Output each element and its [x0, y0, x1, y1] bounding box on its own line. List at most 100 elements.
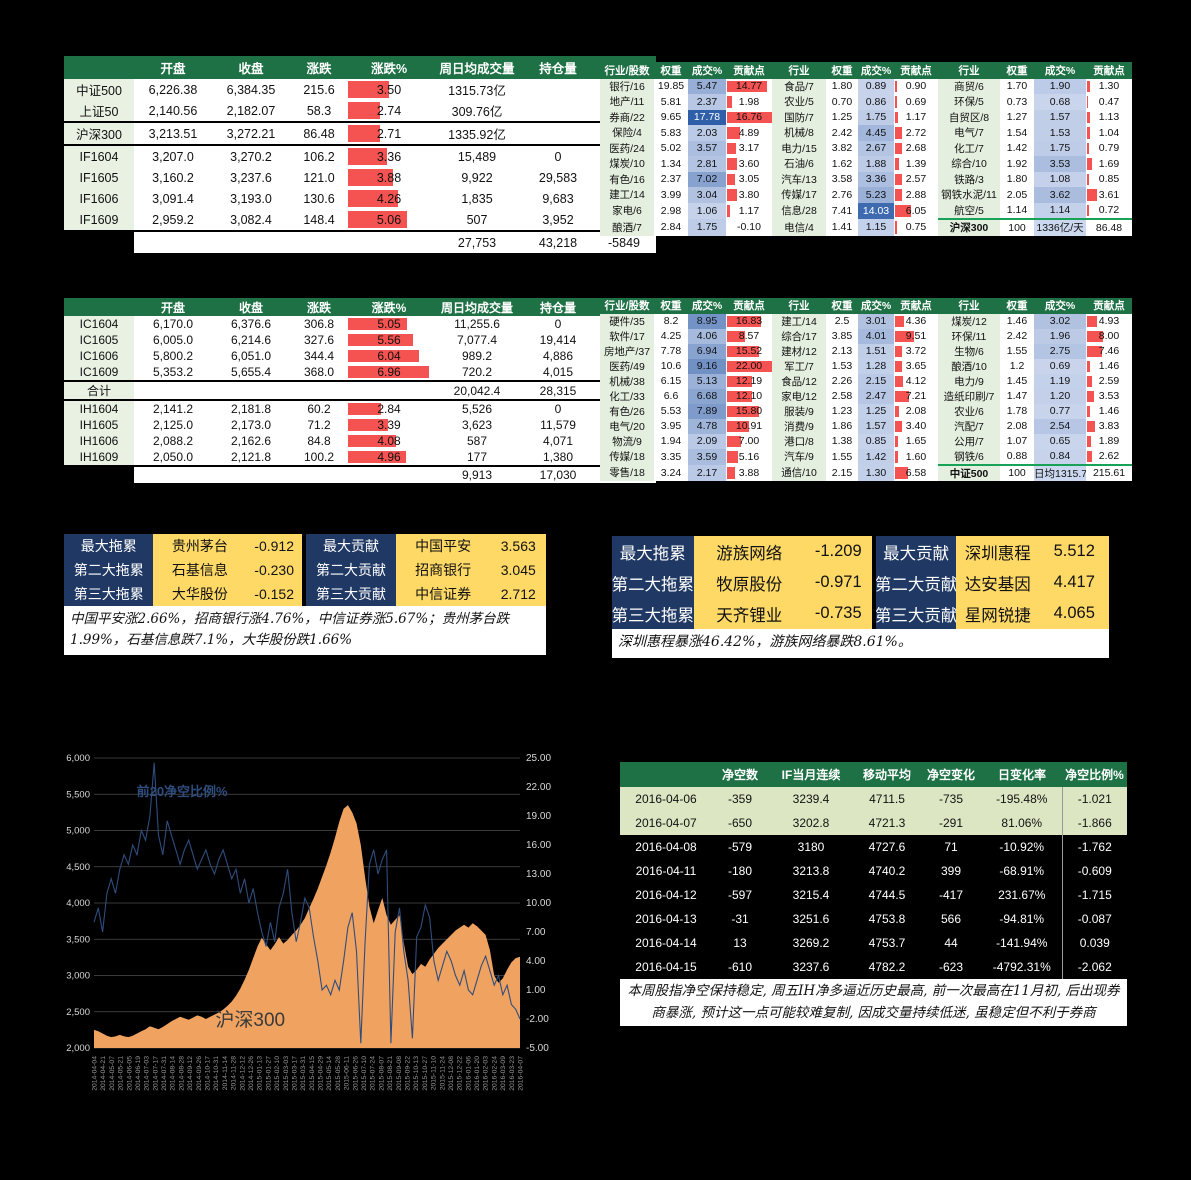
weight-value: 2.5: [834, 315, 850, 327]
contribution-bar: [1087, 405, 1090, 417]
contribution-cell: 6.05: [894, 203, 938, 220]
value-cell: 4,071: [542, 434, 574, 448]
pct-change-bar: [348, 334, 414, 346]
weight-value: 2.84: [660, 221, 682, 234]
contribution-cell: 1.46: [1086, 404, 1132, 419]
pct-change-bar: [348, 350, 419, 362]
turnover-value: 1.96: [1034, 328, 1086, 344]
x-axis-tick: 2014-08-14: [170, 1056, 177, 1091]
turnover-value: 4.78: [688, 418, 726, 434]
value-cell: 6,170.0: [152, 317, 194, 331]
value-cell: -180: [712, 859, 768, 883]
pct-change-cell: 3.88: [348, 167, 430, 188]
pct-change-value: 2.71: [376, 126, 402, 141]
value-cell: -1.715: [1061, 883, 1127, 907]
contribution-cell: 7.00: [726, 434, 772, 449]
hs300-drag-contrib-table: 最大拖累 贵州茅台 -0.912 最大贡献 中国平安 3.563 第二大拖累 石基信息 -0.2…: [64, 534, 546, 655]
column-header: 持仓量: [524, 56, 592, 79]
value-cell: -68.91%: [982, 859, 1062, 883]
industry-name: 煤炭/10: [600, 156, 654, 172]
contribution-value: 3.72: [905, 345, 927, 357]
contribution-cell: 6.58: [894, 465, 938, 481]
industry-name: 商贸/6: [938, 78, 1000, 94]
contribution-value: 16.83: [735, 315, 763, 327]
contribution-cell: 2.57: [894, 172, 938, 188]
turnover-value: 7.02: [688, 171, 726, 187]
rank-label: 第二大贡献: [876, 567, 957, 598]
contribution-cell: 2.08: [894, 404, 938, 419]
weight-value: 3.82: [831, 142, 853, 155]
turnover-value: 1.19: [1034, 373, 1086, 389]
x-axis-tick: 2015-02-10: [274, 1056, 281, 1091]
turnover-value: 1.75: [1034, 140, 1086, 156]
value-cell: 5,353.2: [152, 365, 194, 379]
x-axis-tick: 2015-11-24: [439, 1056, 446, 1090]
stock-name: 牧原股份: [693, 567, 805, 598]
turnover-value: 6.68: [688, 388, 726, 404]
table-row: IC1605 6,005.0 6,214.6 327.6 5.56 7,077.4 19,4…: [64, 332, 656, 348]
value-cell: 28,315: [524, 380, 592, 401]
x-axis-tick: 2014-10-17: [205, 1056, 212, 1091]
turnover-value: 0.89: [858, 78, 894, 94]
x-axis-tick: 2015-06-26: [352, 1056, 359, 1091]
turnover-value: 1.53: [1034, 125, 1086, 141]
weight-value: 3.35: [660, 450, 682, 463]
industry-name: 自贸区/8: [938, 109, 1000, 125]
contribution-value: 1.39: [905, 157, 927, 170]
contribution-cell: 4.36: [894, 314, 938, 329]
turnover-value: 2.67: [858, 140, 894, 156]
contribution-bar: [727, 80, 767, 92]
x-axis-tick: 2014-04-21: [100, 1056, 107, 1091]
pct-change-value: 3.50: [376, 82, 402, 97]
drag-contrib-row: 第二大拖累 石基信息 -0.230 第二大贡献 招商银行 3.045: [64, 558, 546, 582]
x-axis-tick: 2016-02-03: [483, 1056, 490, 1091]
turnover-value: 6.94: [688, 343, 726, 359]
weight-value: 1.2: [1009, 360, 1025, 372]
pct-change-bar: [348, 125, 380, 142]
weight-value: 2.15: [831, 466, 853, 479]
contribution-cell: 2.68: [894, 141, 938, 157]
value-cell: 3,270.2: [230, 149, 272, 164]
table-row: IF16063,091.43,193.0130.64.261,8359,683+…: [64, 188, 656, 209]
weight-value: 7.41: [831, 204, 853, 217]
x-axis-tick: 2016-01-20: [474, 1056, 481, 1091]
value-cell: 2,182.07: [226, 103, 276, 118]
left-axis-tick: 2,000: [66, 1043, 90, 1054]
turnover-value: 1.20: [1034, 388, 1086, 404]
pct-change-cell: 3.39: [348, 417, 430, 433]
contribution-bar: [727, 345, 759, 357]
contribution-bar: [1087, 435, 1091, 447]
value-cell: 3237.6: [768, 955, 854, 979]
contribution-value: 5.512: [1039, 536, 1110, 567]
turnover-value: 1.75: [688, 219, 726, 236]
right-axis-tick: -5.00: [526, 1043, 549, 1054]
row-label: IF1606: [64, 188, 134, 209]
turnover-value: 2.37: [688, 94, 726, 110]
value-cell: 6,051.0: [230, 349, 272, 363]
contribution-value: 3.17: [738, 142, 760, 155]
contribution-bar: [895, 345, 903, 357]
contribution-cell: 215.61: [1086, 463, 1132, 481]
date-cell: 2016-04-15: [620, 955, 712, 979]
stock-name: 中信证券: [395, 582, 491, 606]
hs300-industry-table: 行业/股数 权重 成交% 贡献点 行业 权重 成交% 贡献点 行业 权重 成交% 贡献点 银行/16 19…: [600, 62, 1132, 236]
contribution-bar: [895, 330, 914, 342]
weight-value: 2.37: [660, 173, 682, 186]
value-cell: 106.2: [303, 149, 335, 164]
table-row: IC16046,170.06,376.6306.85.0511,255.60-1…: [64, 316, 656, 332]
total-value: [212, 465, 290, 483]
row-label: 上证50: [64, 100, 134, 122]
divider: [871, 567, 877, 598]
weight-value: 2.42: [831, 126, 853, 139]
contribution-value: -0.152: [246, 582, 302, 606]
column-header: 行业: [772, 62, 826, 79]
industry-name: 酿酒/7: [600, 219, 654, 236]
value-cell: 60.2: [307, 402, 331, 416]
value-cell: -94.81%: [982, 907, 1062, 931]
industry-name: 机械/8: [772, 125, 826, 141]
turnover-value: 0.77: [1034, 403, 1086, 419]
column-header: 周日均成交量: [430, 56, 524, 79]
weight-value: 9.65: [660, 111, 682, 124]
rank-label: 第三大贡献: [306, 582, 396, 606]
column-header: [620, 762, 712, 787]
